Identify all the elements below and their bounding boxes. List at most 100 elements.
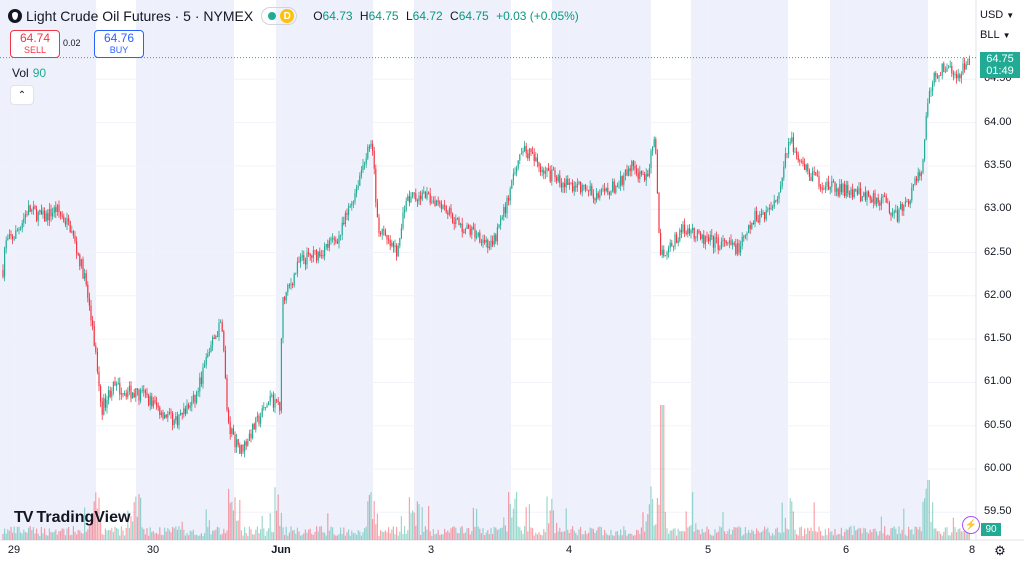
volume-bar bbox=[424, 526, 426, 540]
volume-bar bbox=[503, 517, 505, 540]
candle-body bbox=[674, 234, 676, 247]
candle-body bbox=[148, 395, 150, 406]
candle-body bbox=[7, 238, 9, 241]
volume-bar bbox=[668, 533, 670, 540]
volume-bar bbox=[138, 494, 140, 540]
candle-body bbox=[312, 250, 314, 258]
symbol-title[interactable]: Light Crude Oil Futures · 5 · NYMEX bbox=[26, 8, 254, 24]
volume-bar bbox=[380, 530, 382, 540]
candle-body bbox=[890, 212, 892, 216]
volume-bar bbox=[680, 531, 682, 540]
candle-body bbox=[751, 223, 753, 229]
sell-button[interactable]: 64.74 SELL bbox=[10, 30, 60, 58]
brand-name: TradingView bbox=[36, 509, 131, 526]
volume-bar bbox=[821, 535, 823, 540]
candle-body bbox=[200, 377, 202, 384]
volume-bar bbox=[930, 521, 932, 540]
volume-bar bbox=[778, 532, 780, 540]
volume-bar bbox=[418, 504, 420, 540]
volume-bar bbox=[605, 533, 607, 540]
candle-body bbox=[317, 251, 319, 261]
volume-bar bbox=[228, 488, 230, 540]
candle-body bbox=[189, 405, 191, 408]
unit-button[interactable]: BLL ▼ bbox=[980, 26, 1016, 44]
candle-body bbox=[682, 224, 684, 233]
candle-body bbox=[700, 232, 702, 239]
candle-body bbox=[207, 353, 209, 358]
candle-body bbox=[501, 216, 503, 220]
buy-button[interactable]: 64.76 BUY bbox=[94, 30, 144, 58]
volume-legend[interactable]: Vol 90 bbox=[12, 66, 46, 80]
candle-body bbox=[752, 223, 754, 225]
volume-bar bbox=[28, 527, 30, 540]
volume-bar bbox=[922, 501, 924, 540]
candle-body bbox=[2, 269, 4, 277]
volume-bar bbox=[892, 527, 894, 540]
volume-bar bbox=[170, 532, 172, 540]
volume-bar bbox=[642, 512, 644, 540]
delayed-badge: D bbox=[280, 9, 295, 23]
volume-bar bbox=[869, 529, 871, 540]
collapse-legend-button[interactable]: ⌃ bbox=[10, 85, 34, 105]
volume-bar bbox=[247, 535, 249, 540]
volume-bar bbox=[191, 531, 193, 540]
volume-bar bbox=[704, 531, 706, 540]
candle-body bbox=[388, 239, 390, 241]
volume-bar bbox=[156, 532, 158, 540]
currency-button[interactable]: USD ▼ bbox=[980, 6, 1016, 24]
candle-body bbox=[637, 173, 639, 179]
candle-body bbox=[416, 200, 418, 202]
volume-bar bbox=[386, 532, 388, 540]
candle-body bbox=[719, 248, 721, 250]
chevron-up-icon: ⌃ bbox=[17, 89, 27, 101]
candle-body bbox=[818, 176, 820, 187]
volume-bar bbox=[90, 518, 92, 540]
bolt-icon[interactable]: ⚡ bbox=[962, 516, 980, 534]
volume-bar bbox=[885, 535, 887, 540]
candle-body bbox=[519, 154, 521, 161]
volume-bar bbox=[119, 535, 121, 540]
volume-bar bbox=[244, 527, 246, 540]
volume-bar bbox=[164, 527, 166, 540]
tradingview-logo[interactable]: TV TradingView bbox=[14, 509, 130, 527]
volume-bar bbox=[242, 535, 244, 540]
candle-body bbox=[220, 322, 222, 324]
candle-body bbox=[192, 394, 194, 402]
candle-body bbox=[365, 158, 367, 165]
volume-bar bbox=[298, 531, 300, 540]
candle-body bbox=[794, 151, 796, 153]
volume-bar bbox=[112, 531, 114, 540]
candle-body bbox=[116, 383, 118, 386]
volume-bar bbox=[63, 528, 65, 540]
volume-bar bbox=[887, 534, 889, 540]
volume-bar bbox=[797, 535, 799, 540]
open-value: 64.73 bbox=[322, 9, 353, 23]
market-status[interactable]: D bbox=[261, 7, 298, 25]
candle-body bbox=[592, 194, 594, 199]
gear-icon[interactable]: ⚙ bbox=[994, 543, 1006, 558]
candle-body bbox=[61, 215, 63, 217]
candle-body bbox=[84, 273, 86, 279]
volume-bar bbox=[391, 529, 393, 540]
candle-body bbox=[418, 195, 420, 202]
volume-bar bbox=[965, 530, 967, 540]
candle-body bbox=[938, 75, 940, 78]
volume-bar bbox=[493, 526, 495, 540]
candle-body bbox=[296, 261, 298, 274]
volume-bar bbox=[52, 532, 54, 540]
candle-body bbox=[343, 222, 345, 225]
candle-body bbox=[212, 337, 214, 345]
buy-price: 64.76 bbox=[103, 31, 135, 45]
volume-bar bbox=[759, 532, 761, 540]
volume-bar bbox=[623, 526, 625, 540]
candle-body bbox=[768, 207, 770, 210]
candle-body bbox=[831, 181, 833, 187]
candle-body bbox=[455, 218, 457, 225]
candle-body bbox=[879, 202, 881, 206]
volume-bar bbox=[149, 527, 151, 540]
volume-bar bbox=[597, 527, 599, 540]
candle-body bbox=[396, 245, 398, 257]
candle-body bbox=[264, 407, 266, 408]
candle-body bbox=[13, 238, 15, 240]
